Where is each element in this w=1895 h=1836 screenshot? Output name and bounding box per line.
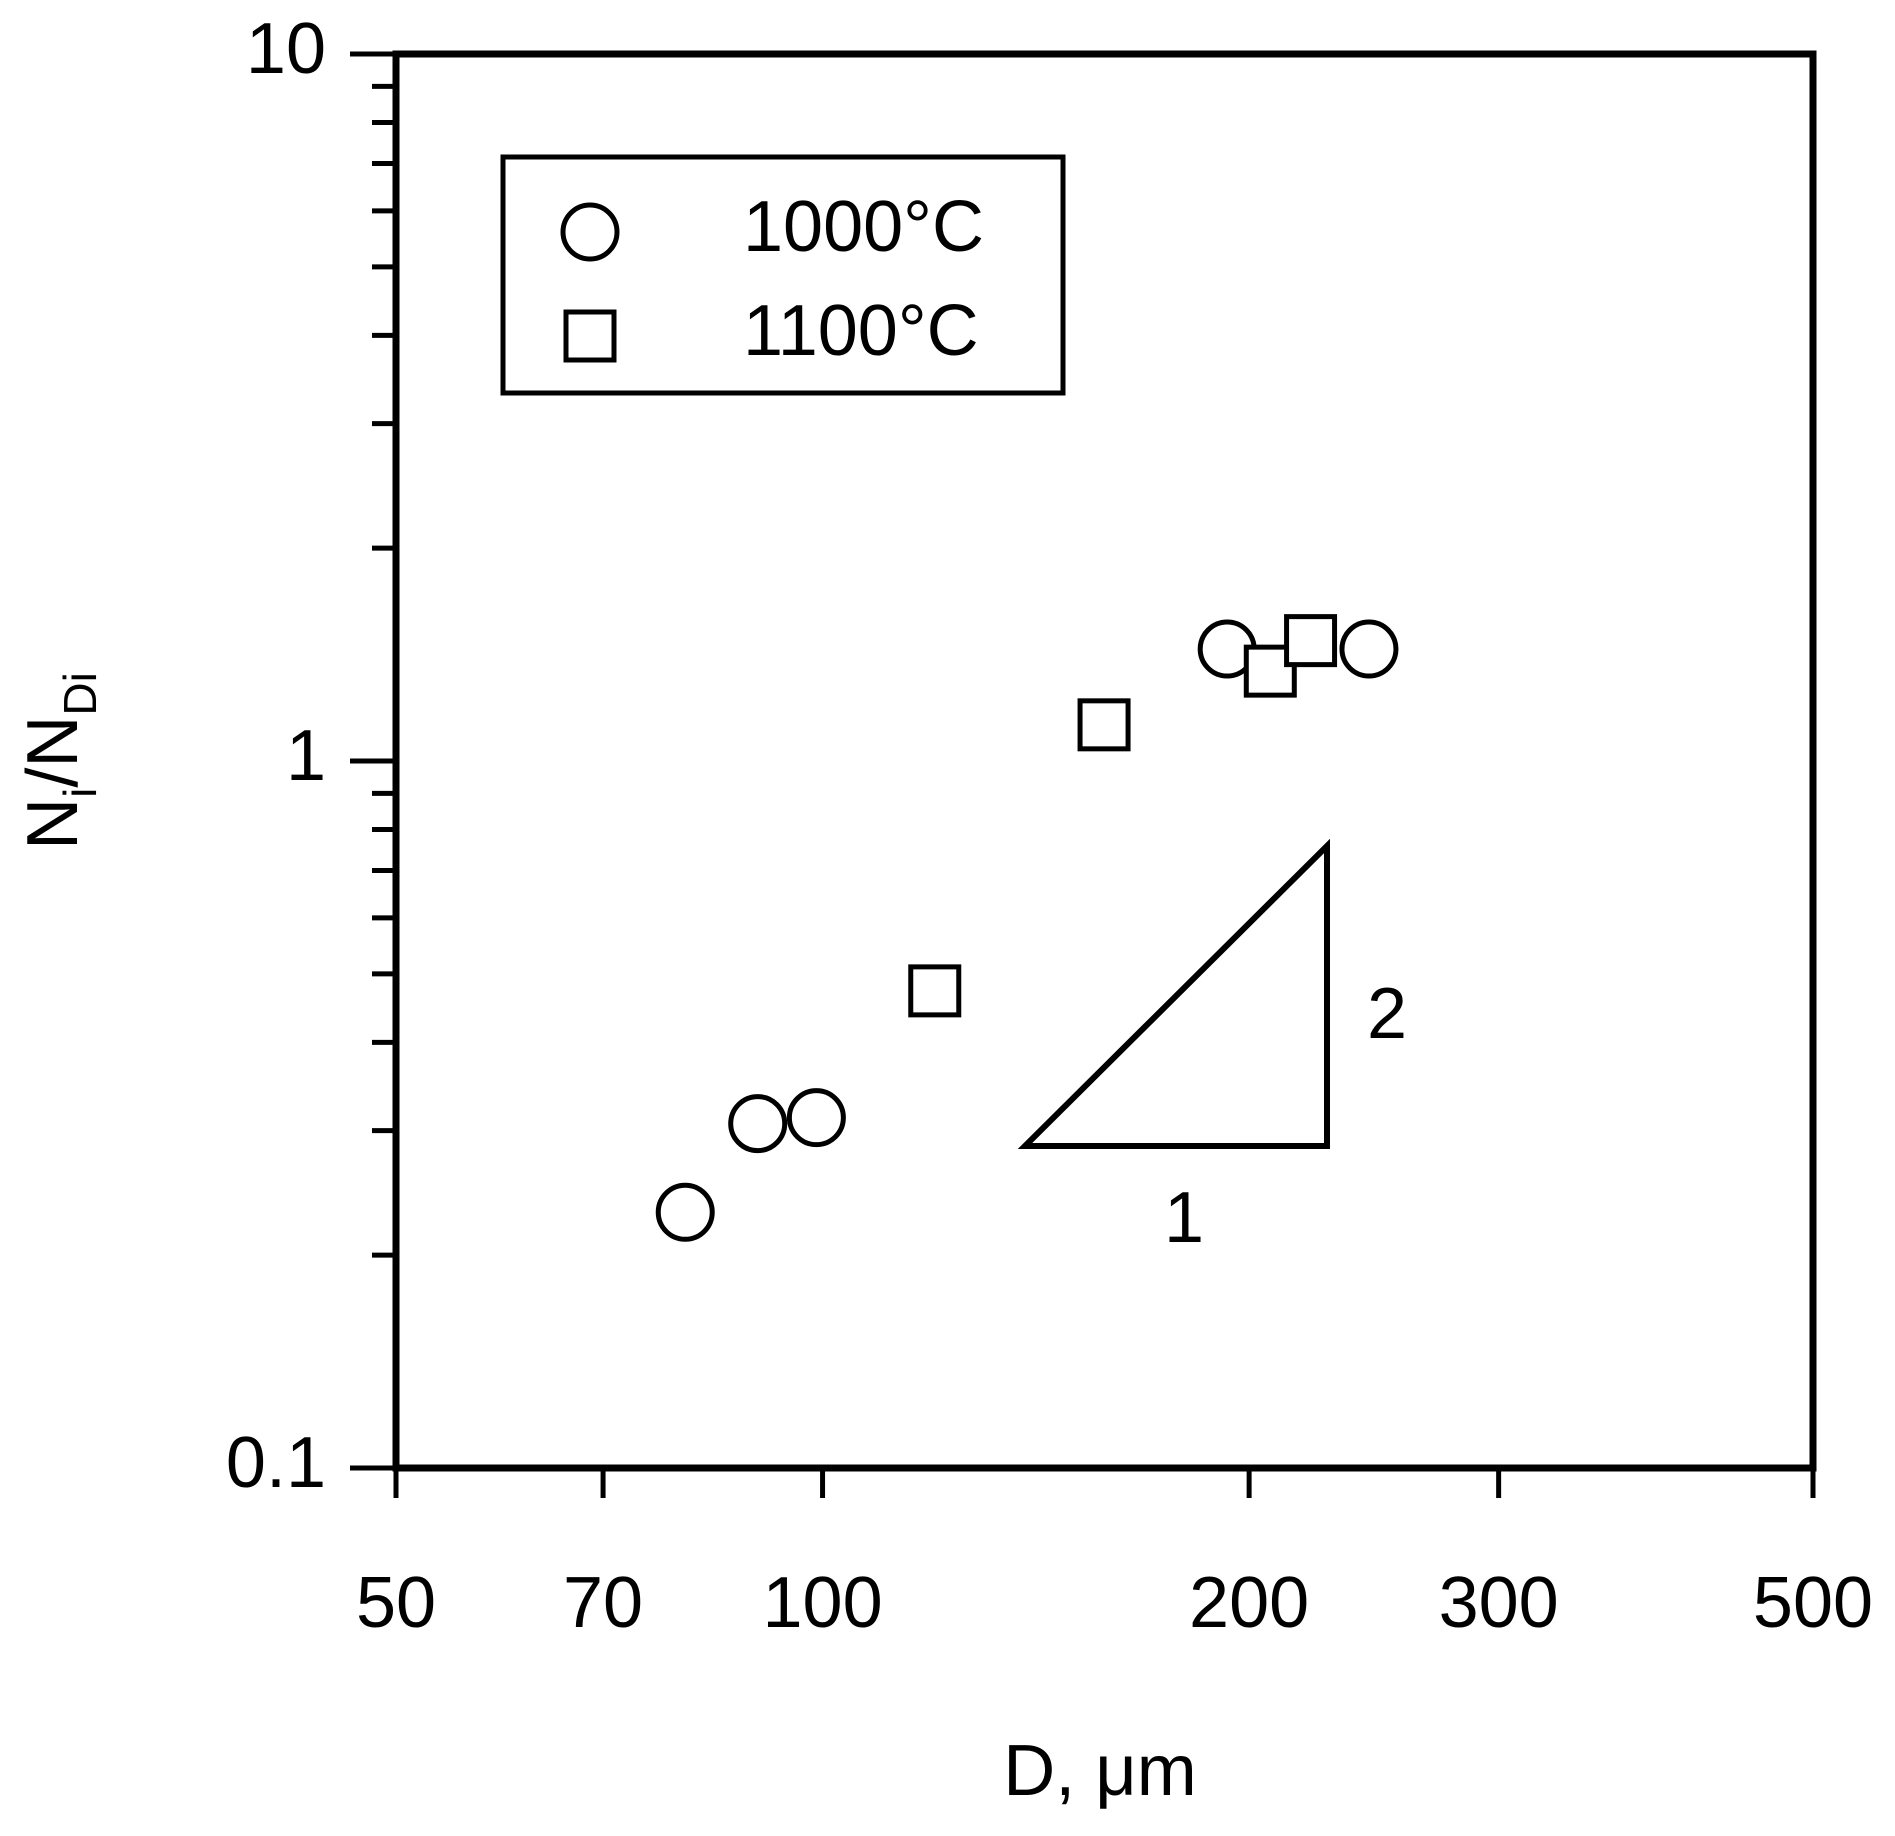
x-tick-label: 50 bbox=[356, 1563, 436, 1643]
y-label-sub: i bbox=[54, 788, 106, 798]
y-label-sub: Di bbox=[54, 672, 106, 715]
legend-label: 1100°C bbox=[743, 291, 979, 371]
circle-marker bbox=[1339, 619, 1399, 679]
annotation: 2 bbox=[1367, 974, 1407, 1054]
y-tick-label: 1 bbox=[286, 716, 326, 796]
circle-marker bbox=[728, 1094, 788, 1154]
x-tick-label: 100 bbox=[762, 1563, 882, 1643]
slope-triangle bbox=[1017, 838, 1330, 1149]
y-label-part: N bbox=[13, 798, 93, 850]
y-label-part: /N bbox=[13, 716, 93, 788]
legend-marker bbox=[560, 202, 620, 262]
circle-marker bbox=[786, 1088, 846, 1148]
x-axis-label: D, μm bbox=[1003, 1731, 1196, 1811]
y-axis-label: Ni/NDi bbox=[13, 672, 106, 850]
legend-label: 1000°C bbox=[743, 187, 984, 267]
x-tick-label: 500 bbox=[1753, 1563, 1873, 1643]
legend-marker bbox=[563, 309, 617, 363]
circle-marker bbox=[655, 1182, 715, 1242]
x-tick-label: 300 bbox=[1439, 1563, 1559, 1643]
y-tick-label: 10 bbox=[246, 9, 326, 89]
square-marker bbox=[908, 964, 962, 1018]
x-tick-label: 200 bbox=[1189, 1563, 1309, 1643]
y-tick-label: 0.1 bbox=[226, 1423, 326, 1503]
plot-frame bbox=[392, 50, 1817, 1472]
square-marker bbox=[1284, 614, 1338, 668]
annotation: 1 bbox=[1164, 1178, 1204, 1258]
x-tick-label: 70 bbox=[563, 1563, 643, 1643]
square-marker bbox=[1077, 698, 1131, 752]
